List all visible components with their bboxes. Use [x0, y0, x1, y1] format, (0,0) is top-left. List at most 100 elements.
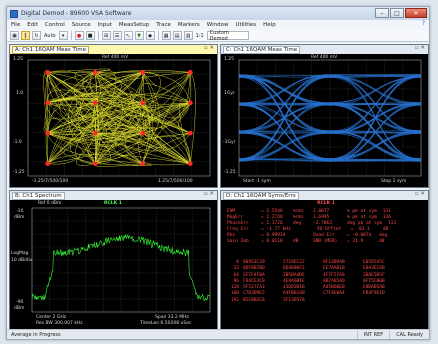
trajectory	[69, 72, 143, 164]
y-mid-unit: 10 dB/div	[11, 258, 33, 263]
stats-cell: 131	[382, 209, 391, 214]
trace-pane-a[interactable]: A: Ch1 16QAM Meas Time ▫ ✕ Ref 400 mV 1.…	[9, 44, 218, 188]
symbol-bits: 2F13D578	[283, 297, 305, 303]
marker-icon[interactable]: ▼	[134, 31, 144, 40]
constellation-point	[45, 100, 51, 106]
menu-source[interactable]: Source	[71, 22, 91, 28]
trajectory	[47, 72, 96, 103]
record-icon[interactable]: ●	[74, 31, 84, 40]
menu-input[interactable]: Input	[97, 22, 112, 28]
maximize-button[interactable]: □	[390, 8, 404, 18]
eye-trace	[238, 102, 422, 159]
symbol-bits: EE7AAB1B	[323, 266, 345, 272]
menu-edit[interactable]: Edit	[27, 22, 38, 28]
open-icon[interactable]: ▣	[10, 31, 19, 40]
pause-icon[interactable]: ‖	[21, 31, 30, 40]
stop-icon[interactable]: ■	[85, 31, 95, 40]
x-right-label: Stop 1 sym	[381, 179, 407, 184]
window-controls: – □ ✕	[375, 8, 427, 18]
pane-controls[interactable]: ▫ ✕	[203, 191, 214, 197]
menu-bar: File Edit Control Source Input MeasSetup…	[7, 20, 429, 30]
trace-pane-c[interactable]: C: Ch1 16QAM Meas Time ▫ ✕ Ref 400 mV 1.…	[220, 44, 429, 188]
trajectory	[95, 70, 116, 134]
menu-help[interactable]: Help	[263, 22, 276, 28]
eye-trace	[238, 103, 422, 105]
constellation-point	[187, 161, 193, 166]
arrow-icon[interactable]: ↖	[123, 31, 133, 40]
trajectory	[47, 124, 63, 134]
trajectory	[67, 102, 96, 136]
eye-trace	[238, 103, 422, 133]
constellation-trajectories	[43, 68, 196, 167]
pane-controls[interactable]: ▫ ✕	[203, 45, 214, 51]
pane-tab-a[interactable]: A: Ch1 16QAM Meas Time	[12, 45, 89, 54]
x-left-label-2: Res BW 300.007 kHz	[36, 321, 83, 326]
grid-icon[interactable]: ⊞	[101, 31, 111, 40]
pane-tab-b[interactable]: B: Ch1 Spectrum	[12, 191, 65, 200]
tile2-icon[interactable]: ▤	[172, 31, 182, 40]
trajectory	[179, 98, 191, 164]
symbol-bits: 5F527FA3	[243, 285, 265, 291]
measurement-combo[interactable]: Custom Demod	[206, 30, 249, 42]
trajectory	[47, 69, 191, 134]
window-title: Digital Demod - 89600 VSA Software	[21, 10, 132, 17]
symbol-bits: 2BAE5B5F	[363, 272, 385, 278]
symbol-index: 192	[230, 297, 239, 303]
plot-area: Ref 400 mV 1.25 1.0 -1.0 -1.25 -1.25/7/5…	[10, 54, 217, 187]
menu-trace[interactable]: Trace	[156, 22, 171, 28]
pane-tab-d[interactable]: D: Ch1 16QAM Syms/Errs	[223, 191, 299, 200]
trajectory	[47, 133, 143, 164]
zoom-label[interactable]: 1:1	[195, 32, 204, 39]
trajectory	[47, 68, 111, 73]
chevron-down-icon[interactable]: ▾	[58, 31, 68, 40]
stats-cell: dB	[382, 227, 389, 232]
eye-trace	[238, 77, 422, 161]
peak-icon[interactable]: ◆	[145, 31, 155, 40]
layout-icon[interactable]: ☰	[112, 31, 122, 40]
auto-label[interactable]: Auto	[44, 32, 56, 39]
help-icon[interactable]: ?	[421, 20, 425, 27]
menu-utilities[interactable]: Utilities	[235, 22, 257, 28]
pane-tab-c[interactable]: C: Ch1 16QAM Meas Time	[223, 45, 301, 54]
toolbar-separator	[97, 31, 99, 40]
pane-controls[interactable]: ▫ ✕	[414, 191, 425, 197]
symbol-bits: A45B6BEB	[323, 285, 345, 291]
pane-header: D: Ch1 16QAM Syms/Errs ▫ ✕	[221, 191, 428, 200]
trace-pane-b[interactable]: B: Ch1 Spectrum ▫ ✕ Ref 0 dBm RCLK 1 -10…	[9, 190, 218, 330]
symbol-bits: 2F7F4FBA	[243, 272, 265, 278]
menu-meassetup[interactable]: MeasSetup	[118, 22, 150, 28]
restart-icon[interactable]: ↻	[32, 31, 41, 40]
tile3-icon[interactable]: ▥	[183, 31, 193, 40]
stats-cell: 1.6995	[313, 215, 330, 220]
menu-window[interactable]: Window	[206, 22, 229, 28]
pane-header: A: Ch1 16QAM Meas Time ▫ ✕	[10, 45, 217, 54]
ref-label: Ref 0 dBm	[38, 201, 62, 206]
trajectory	[132, 114, 191, 164]
trace-pane-d[interactable]: D: Ch1 16QAM Syms/Errs ▫ ✕ RCLK 1 EVM = 2…	[220, 190, 429, 330]
eye-trace	[238, 76, 422, 162]
pane-controls[interactable]: ▫ ✕	[414, 45, 425, 51]
symbol-row: 192 B5C0B2C8 2F13D578	[227, 298, 399, 304]
y-upper-label: 1.0	[16, 91, 24, 96]
menu-file[interactable]: File	[11, 22, 21, 28]
minimize-button[interactable]: –	[375, 8, 389, 18]
tile-icon[interactable]: ▦	[161, 31, 171, 40]
plot-frame	[27, 59, 211, 177]
menu-control[interactable]: Control	[44, 22, 65, 28]
status-message: Average in Progress	[11, 331, 61, 338]
symbol-bits	[323, 298, 359, 304]
symbol-row: 32 8DF8B7BD DD4D08F2 EE7AAB1B E8A3EC6B	[227, 266, 399, 272]
close-button[interactable]: ✕	[405, 8, 427, 18]
trajectory	[47, 90, 117, 104]
toolbar-separator	[70, 31, 72, 40]
menu-markers[interactable]: Markers	[177, 22, 200, 28]
constellation-point	[45, 70, 51, 75]
trajectory	[47, 72, 143, 134]
stats-cell: Quad Err	[313, 233, 335, 238]
stats-cell: -2.7063	[313, 221, 332, 226]
constellation-point	[92, 161, 98, 166]
trajectory	[68, 72, 96, 164]
trajectory	[142, 102, 191, 136]
stats-cell: % pk at sym	[347, 215, 377, 220]
stats-cell: SNR (MER)	[313, 239, 338, 244]
